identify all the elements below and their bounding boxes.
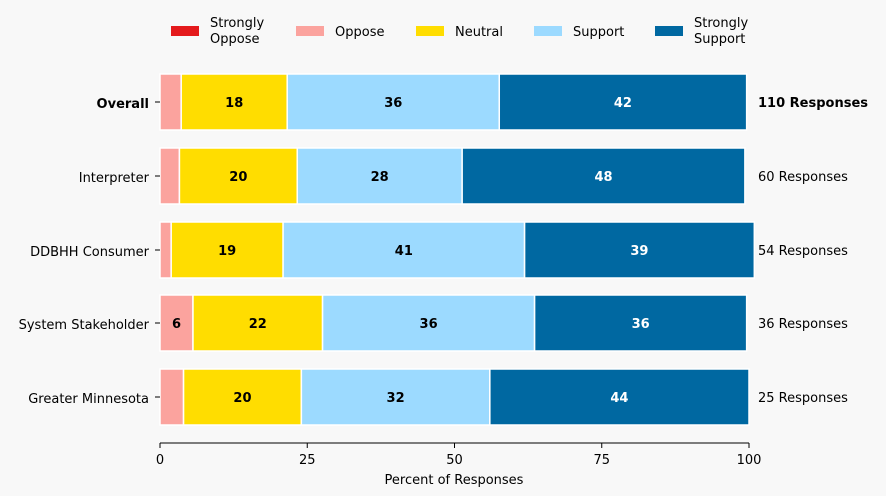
bar-row-system-stakeholder: 6 22 36 36 [159, 294, 748, 352]
legend-item-oppose: Oppose [296, 25, 384, 40]
legend-label: Support [573, 25, 624, 40]
x-tick-label: 25 [299, 453, 316, 468]
legend-label: Strongly Support [694, 16, 748, 47]
legend-label-line: Support [694, 32, 745, 47]
response-count-label: 25 Responses [758, 391, 848, 406]
x-axis: 0 25 50 75 100 [156, 442, 762, 468]
bar-segment [282, 221, 526, 279]
bar-segment [489, 368, 750, 426]
legend-item-neutral: Neutral [416, 25, 503, 40]
category-label: DDBHH Consumer [30, 245, 150, 260]
data-label: 36 [384, 96, 402, 111]
category-label: System Stakeholder [19, 318, 150, 333]
data-label: 20 [229, 170, 247, 185]
bar-segment [159, 73, 182, 131]
bar-segment [296, 147, 463, 205]
bar-segment [182, 368, 303, 426]
category-labels: Overall Interpreter DDBHH Consumer System S… [19, 97, 160, 407]
legend-item-strongly-oppose: Strongly Oppose [171, 16, 264, 47]
legend-label: Oppose [335, 25, 384, 40]
category-label: Greater Minnesota [28, 392, 149, 407]
x-axis-label: Percent of Responses [385, 473, 524, 488]
response-count-label: 54 Responses [758, 244, 848, 259]
bar-row-ddbhh-consumer: 19 41 39 [159, 221, 756, 279]
bar-segment [498, 73, 748, 131]
x-tick-label: 0 [156, 453, 164, 468]
legend-label-line: Strongly [694, 16, 748, 31]
bar-row-greater-minnesota: 20 32 44 [159, 368, 750, 426]
legend-item-strongly-support: Strongly Support [655, 16, 748, 47]
legend-label: Neutral [455, 25, 503, 40]
response-count-label: 60 Responses [758, 170, 848, 185]
data-label: 22 [249, 317, 267, 332]
response-count-labels: 110 Responses 60 Responses 54 Responses 36 … [758, 96, 868, 406]
legend-swatch [296, 26, 324, 36]
response-count-label: 36 Responses [758, 317, 848, 332]
response-count-label: 110 Responses [758, 96, 868, 111]
data-label: 20 [233, 391, 251, 406]
x-tick-label: 50 [446, 453, 463, 468]
data-label: 36 [632, 317, 650, 332]
data-label: 39 [630, 244, 648, 259]
data-label: 42 [614, 96, 632, 111]
legend-label-line: Strongly [210, 16, 264, 31]
bar-segment [461, 147, 746, 205]
legend-label: Strongly Oppose [210, 16, 264, 47]
bar-segment [159, 221, 172, 279]
x-tick-label: 100 [737, 453, 762, 468]
legend-swatch [655, 26, 683, 36]
data-label: 41 [395, 244, 413, 259]
bar-row-interpreter: 20 28 48 [159, 147, 746, 205]
category-label: Overall [97, 97, 149, 112]
legend-swatch [416, 26, 444, 36]
bar-row-overall: 18 36 42 [159, 73, 748, 131]
bar-segment [180, 73, 288, 131]
bar-segment [159, 368, 185, 426]
data-label: 19 [218, 244, 236, 259]
bar-segment [159, 147, 181, 205]
legend-item-support: Support [534, 25, 624, 40]
bars-area: 18 36 42 20 28 48 19 41 39 6 22 36 36 20 32 44 [159, 73, 756, 426]
bar-segment [533, 294, 748, 352]
x-tick-label: 75 [593, 453, 610, 468]
legend-swatch [171, 26, 199, 36]
bar-segment [286, 73, 501, 131]
legend-swatch [534, 26, 562, 36]
category-label: Interpreter [79, 171, 150, 186]
data-label: 44 [610, 391, 628, 406]
data-label: 18 [225, 96, 243, 111]
data-label: 28 [371, 170, 389, 185]
bar-segment [170, 221, 284, 279]
data-label: 32 [387, 391, 405, 406]
bar-segment [523, 221, 756, 279]
legend: Strongly Oppose Oppose Neutral SupportStrong… [171, 16, 748, 47]
data-label: 6 [172, 317, 181, 332]
data-label: 36 [420, 317, 438, 332]
legend-label-line: Oppose [210, 32, 259, 47]
bar-segment [321, 294, 536, 352]
data-label: 48 [594, 170, 612, 185]
